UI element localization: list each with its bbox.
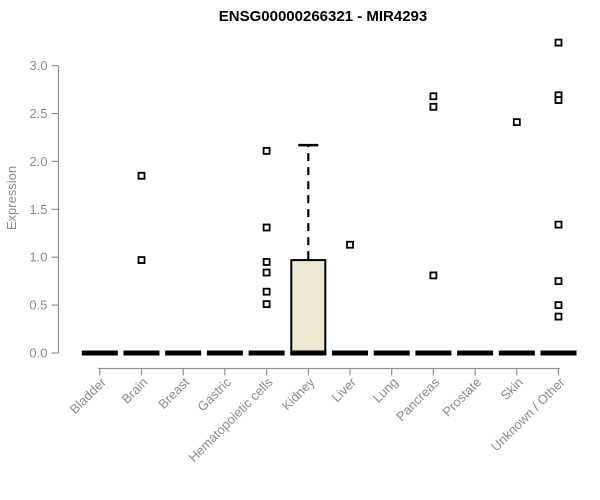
outlier-point — [262, 287, 271, 296]
outlier-point — [137, 171, 146, 180]
outlier-point — [429, 92, 438, 101]
median-bar — [457, 350, 494, 356]
box-body — [290, 259, 327, 355]
y-tick-label: 2.5 — [29, 106, 47, 121]
outlier-point — [262, 146, 271, 155]
median-bar — [415, 350, 452, 356]
median-bar — [498, 350, 535, 356]
y-tick-label: 0.0 — [29, 346, 47, 361]
x-tick-label: Brain — [119, 375, 151, 407]
median-bar — [332, 350, 368, 356]
outlier-point — [262, 223, 271, 232]
x-tick-label: Bladder — [67, 374, 110, 417]
outlier-point — [137, 256, 146, 264]
median-bar — [165, 350, 202, 356]
outlier-point — [554, 96, 563, 104]
median-bar — [81, 350, 118, 356]
x-tick-label: Breast — [155, 374, 192, 411]
outlier-point — [554, 220, 563, 229]
x-tick-label: Skin — [497, 375, 525, 403]
outlier-point — [262, 258, 271, 266]
outlier-point — [429, 102, 438, 111]
outlier-point — [262, 300, 271, 309]
x-tick-label: Prostate — [439, 375, 484, 420]
y-tick-label: 1.5 — [29, 202, 47, 217]
outlier-point — [262, 268, 271, 277]
outlier-point — [429, 271, 438, 280]
x-tick-label: Kidney — [279, 374, 318, 413]
outlier-point — [512, 118, 521, 127]
x-tick-label: Liver — [329, 374, 360, 405]
outlier-point — [554, 277, 563, 286]
outlier-point — [554, 301, 563, 310]
outlier-point — [346, 240, 354, 249]
y-tick-label: 3.0 — [29, 58, 47, 73]
y-tick-label: 2.0 — [29, 154, 47, 169]
median-bar — [206, 350, 243, 356]
median-bar — [290, 350, 327, 356]
x-tick-label: Lung — [370, 375, 401, 406]
median-bar — [540, 350, 577, 356]
outlier-point — [554, 312, 563, 321]
chart-title: ENSG00000266321 - MIR4293 — [219, 8, 427, 25]
y-axis-title: Expression — [4, 166, 19, 230]
y-tick-label: 1.0 — [29, 250, 47, 265]
median-bar — [123, 350, 160, 356]
y-tick-label: 0.5 — [29, 298, 47, 313]
median-bar — [373, 350, 410, 356]
x-tick-label: Pancreas — [393, 374, 443, 424]
median-bar — [248, 350, 285, 356]
x-tick-label: Gastric — [194, 374, 234, 414]
outlier-point — [554, 38, 563, 47]
x-tick-label: Unknown / Other — [488, 374, 568, 454]
